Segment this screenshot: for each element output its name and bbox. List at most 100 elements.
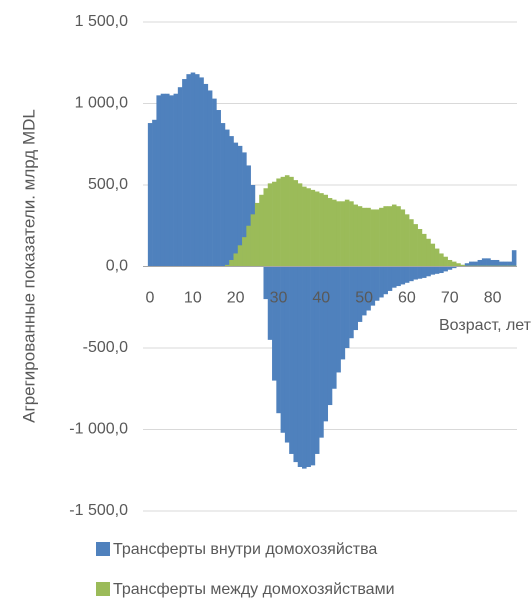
bar	[503, 261, 508, 267]
bar	[391, 266, 397, 288]
x-tick-label: 10	[184, 290, 202, 307]
bar	[499, 261, 504, 267]
bar	[379, 266, 384, 298]
bar	[396, 266, 401, 287]
y-tick-label: -1 000,0	[69, 421, 128, 438]
bar	[481, 258, 487, 267]
bar	[272, 266, 277, 381]
bar	[319, 266, 324, 438]
bar	[456, 263, 461, 267]
bar	[284, 175, 290, 267]
bar	[344, 199, 350, 267]
x-tick-label: 70	[441, 290, 459, 307]
bar	[340, 266, 346, 360]
bar	[216, 110, 221, 267]
bar	[289, 266, 294, 454]
bar	[250, 214, 256, 267]
bar	[254, 202, 260, 267]
y-axis-title: Агрегированные показатели. млрд MDL	[19, 109, 38, 423]
bar	[443, 256, 448, 267]
bar	[451, 266, 457, 269]
x-tick-label: 80	[484, 290, 502, 307]
bar	[229, 136, 234, 267]
bar	[443, 266, 448, 272]
legend-label: Трансферты внутри домохозяйства	[113, 541, 377, 558]
bar	[194, 74, 200, 267]
bar	[242, 152, 247, 267]
bar	[152, 119, 157, 267]
bar	[263, 188, 269, 267]
bar	[332, 266, 337, 389]
bar	[349, 201, 354, 267]
bar	[361, 207, 367, 267]
bar	[156, 95, 162, 267]
bar	[267, 266, 273, 340]
bar	[439, 266, 444, 274]
bar	[336, 266, 341, 373]
bar	[400, 209, 406, 267]
bar	[357, 266, 363, 322]
bar	[447, 266, 453, 270]
bar	[404, 214, 410, 267]
bar	[297, 266, 303, 467]
x-tick-label: 0	[146, 290, 155, 307]
bar	[314, 266, 320, 454]
bar	[276, 178, 281, 267]
bar	[434, 248, 440, 267]
bar	[417, 229, 423, 267]
bar	[310, 189, 316, 267]
bar	[374, 266, 380, 301]
bar	[349, 266, 354, 339]
bar	[413, 224, 418, 267]
bar	[246, 225, 251, 267]
y-tick-label: 500,0	[88, 176, 128, 193]
bar	[344, 266, 350, 348]
bar	[507, 261, 513, 267]
bar	[164, 93, 170, 267]
bar	[314, 191, 320, 267]
bar	[212, 98, 217, 267]
bar	[293, 266, 299, 463]
bar	[473, 261, 478, 267]
bar	[280, 176, 286, 267]
bar	[357, 206, 363, 267]
bar	[409, 266, 414, 282]
bar	[203, 83, 209, 267]
bar	[383, 266, 388, 295]
bar	[447, 259, 453, 267]
bar	[284, 266, 290, 443]
bar	[306, 188, 311, 267]
bar	[199, 77, 204, 267]
bar	[237, 245, 243, 267]
bar	[327, 198, 333, 267]
bar	[319, 193, 324, 267]
bar	[413, 266, 418, 280]
bar	[224, 264, 230, 267]
bar	[302, 186, 307, 267]
bar	[297, 183, 303, 267]
bar	[336, 201, 341, 267]
bar	[409, 219, 414, 267]
bar	[160, 93, 166, 267]
bar	[426, 238, 431, 267]
bar	[434, 266, 440, 274]
bar	[340, 201, 346, 267]
bar	[242, 237, 247, 267]
bar	[370, 209, 376, 267]
bar	[293, 180, 299, 267]
bar	[421, 266, 427, 278]
bar	[259, 194, 264, 267]
bar	[310, 266, 316, 466]
bar	[451, 261, 457, 267]
bar	[404, 266, 410, 283]
bar	[186, 74, 191, 267]
legend-swatch	[96, 542, 110, 556]
y-tick-label: -500,0	[83, 339, 128, 356]
bar	[430, 266, 436, 275]
bar	[383, 206, 388, 267]
bar	[323, 266, 329, 422]
bar	[494, 259, 500, 267]
bar	[370, 266, 376, 306]
bar	[280, 266, 286, 433]
bar	[327, 266, 333, 406]
